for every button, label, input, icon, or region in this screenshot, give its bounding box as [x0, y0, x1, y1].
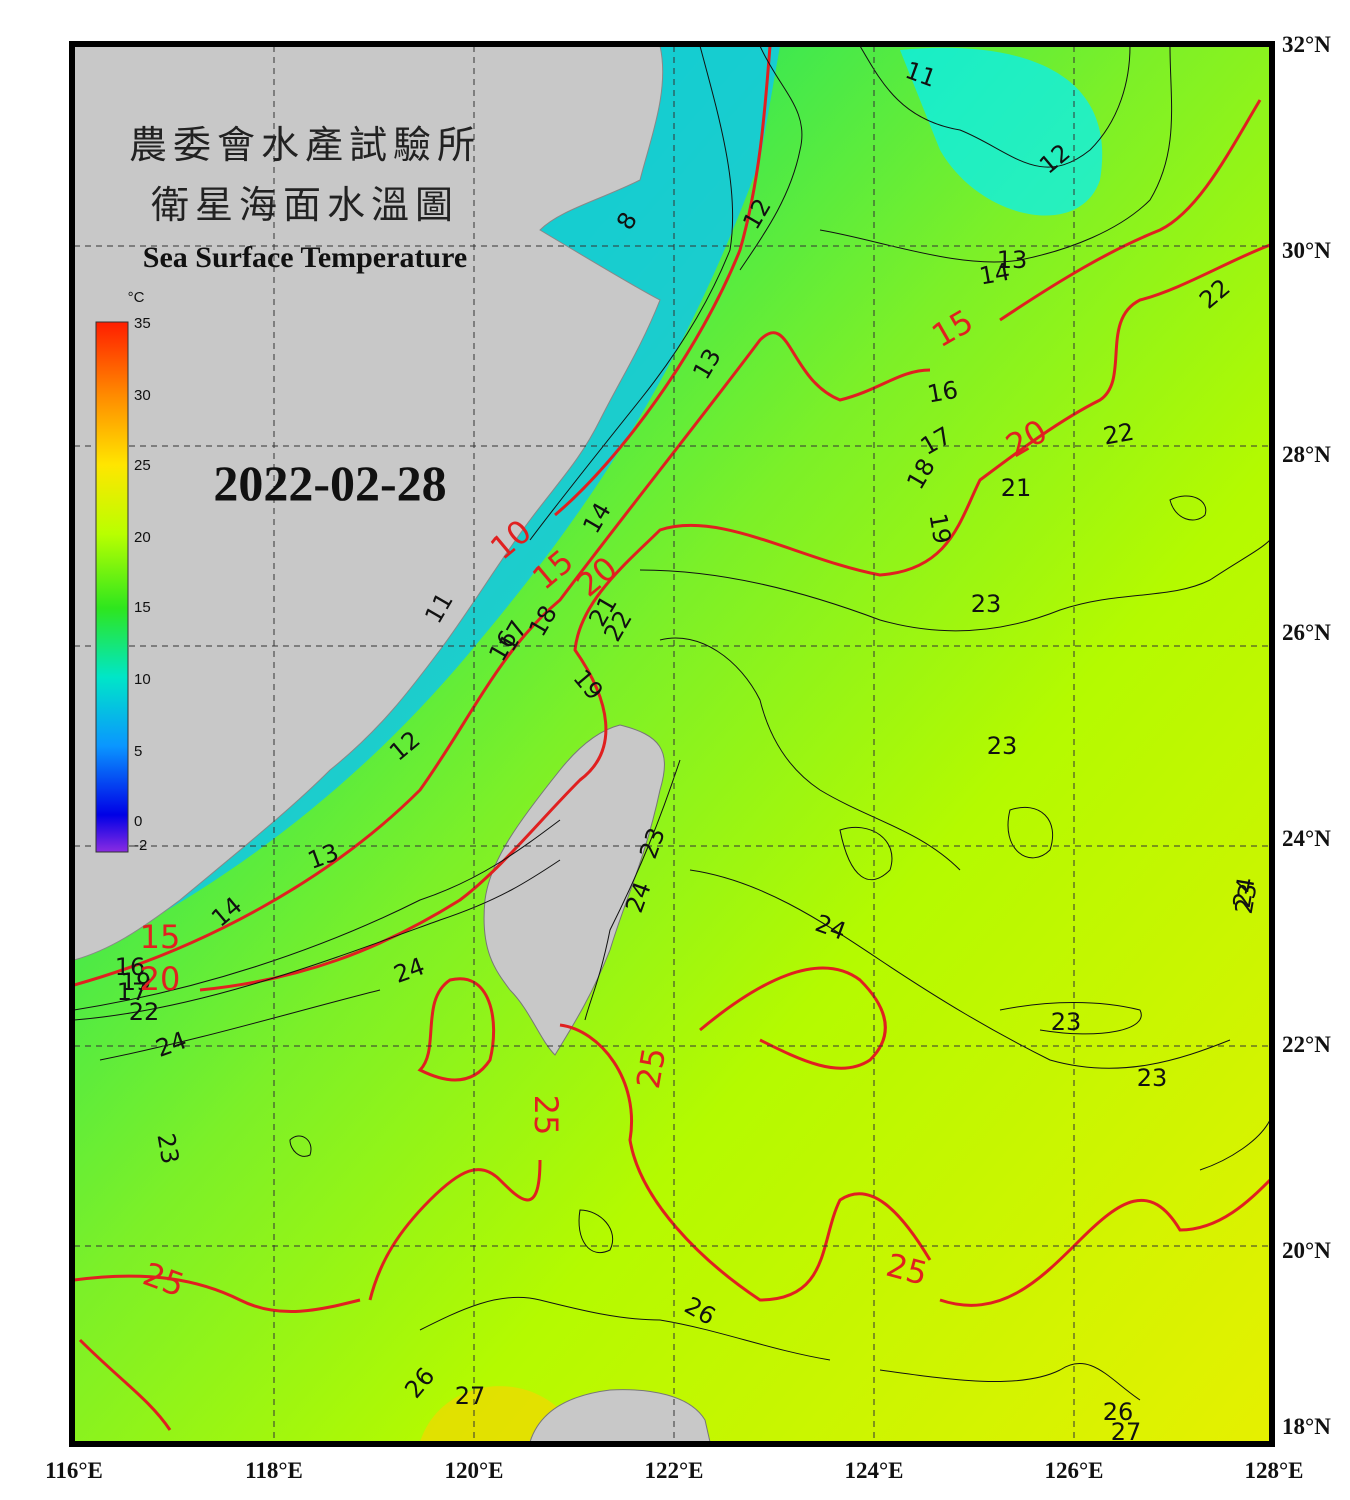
- longitude-label: 120°E: [444, 1458, 503, 1483]
- contour-label: 27: [455, 1382, 486, 1410]
- colorbar-tick: 25: [134, 457, 151, 474]
- mainland-china: [74, 46, 664, 961]
- longitude-label: 118°E: [245, 1458, 303, 1483]
- contour-label: 23: [1137, 1064, 1168, 1092]
- contour-label-major: 25: [629, 1045, 673, 1092]
- colorbar-tick: 15: [134, 599, 151, 616]
- contour-label: 23: [1230, 881, 1263, 916]
- latitude-label: 26°N: [1282, 620, 1331, 645]
- latitude-labels: 32°N 30°N 28°N 26°N 24°N 22°N 20°N 18°N: [1282, 32, 1331, 1439]
- contour-label: 19: [923, 511, 956, 546]
- title-english: Sea Surface Temperature: [143, 241, 467, 274]
- contour-label: 22: [1101, 418, 1136, 451]
- longitude-label: 116°E: [45, 1458, 103, 1483]
- colorbar-tick: 10: [134, 671, 151, 688]
- latitude-label: 18°N: [1282, 1414, 1331, 1439]
- latitude-label: 22°N: [1282, 1032, 1331, 1057]
- latitude-label: 20°N: [1282, 1238, 1331, 1263]
- date-label: 2022-02-28: [213, 455, 446, 511]
- contour-label: 22: [129, 998, 160, 1026]
- colorbar-tick: 5: [134, 743, 142, 760]
- contour-label-major: 20: [140, 960, 181, 998]
- colorbar-tick: 20: [134, 529, 151, 546]
- contour-label-major: 25: [527, 1095, 565, 1136]
- colorbar-tick: 30: [134, 387, 151, 404]
- colorbar: °C 35 30 25 20 15 10 5 0 -2: [95, 289, 151, 854]
- contour-label: 16: [925, 376, 960, 409]
- contour-label: 23: [151, 1131, 184, 1166]
- contour-label: 23: [971, 590, 1002, 618]
- contour-label: 27: [1111, 1418, 1142, 1446]
- contour-label: 17: [117, 978, 148, 1006]
- longitude-labels: 116°E 118°E 120°E 122°E 124°E 126°E 128°E: [45, 1458, 1303, 1483]
- contour-label: 21: [1001, 474, 1032, 502]
- contour-label: 14: [977, 258, 1012, 291]
- longitude-label: 124°E: [844, 1458, 903, 1483]
- title-chinese-line-2: 衛星海面水溫圖: [151, 183, 459, 227]
- northern-cold-pool: [900, 47, 1103, 216]
- map-frame: [69, 41, 1275, 1447]
- contour-label: 23: [1051, 1008, 1082, 1036]
- colorbar-tick: 35: [134, 315, 151, 332]
- latitude-label: 32°N: [1282, 32, 1331, 57]
- luzon-north-tip: [529, 1389, 711, 1442]
- colorbar-gradient: [95, 321, 129, 853]
- major-isotherms: [74, 46, 1270, 1431]
- longitude-label: 128°E: [1244, 1458, 1303, 1483]
- title-chinese-line-1: 農委會水產試驗所: [129, 123, 481, 167]
- latitude-label: 28°N: [1282, 442, 1331, 467]
- contour-label-major: 15: [140, 918, 181, 956]
- contour-label: 16: [115, 953, 146, 981]
- longitude-label: 126°E: [1044, 1458, 1103, 1483]
- graticule: [74, 46, 1270, 1442]
- contour-label: 26: [1103, 1398, 1134, 1426]
- contour-label: 24: [1228, 875, 1261, 910]
- colorbar-tick: 0: [134, 813, 142, 830]
- contour-label: 13: [997, 246, 1028, 274]
- contour-label: 23: [987, 732, 1018, 760]
- longitude-label: 122°E: [644, 1458, 703, 1483]
- taiwan-island: [483, 724, 665, 1056]
- colorbar-unit: °C: [128, 289, 145, 306]
- latitude-label: 30°N: [1282, 238, 1331, 263]
- latitude-label: 24°N: [1282, 826, 1331, 851]
- contour-label: 19: [121, 968, 152, 996]
- minor-isotherms: [74, 46, 1270, 1401]
- colorbar-tick: -2: [134, 837, 147, 854]
